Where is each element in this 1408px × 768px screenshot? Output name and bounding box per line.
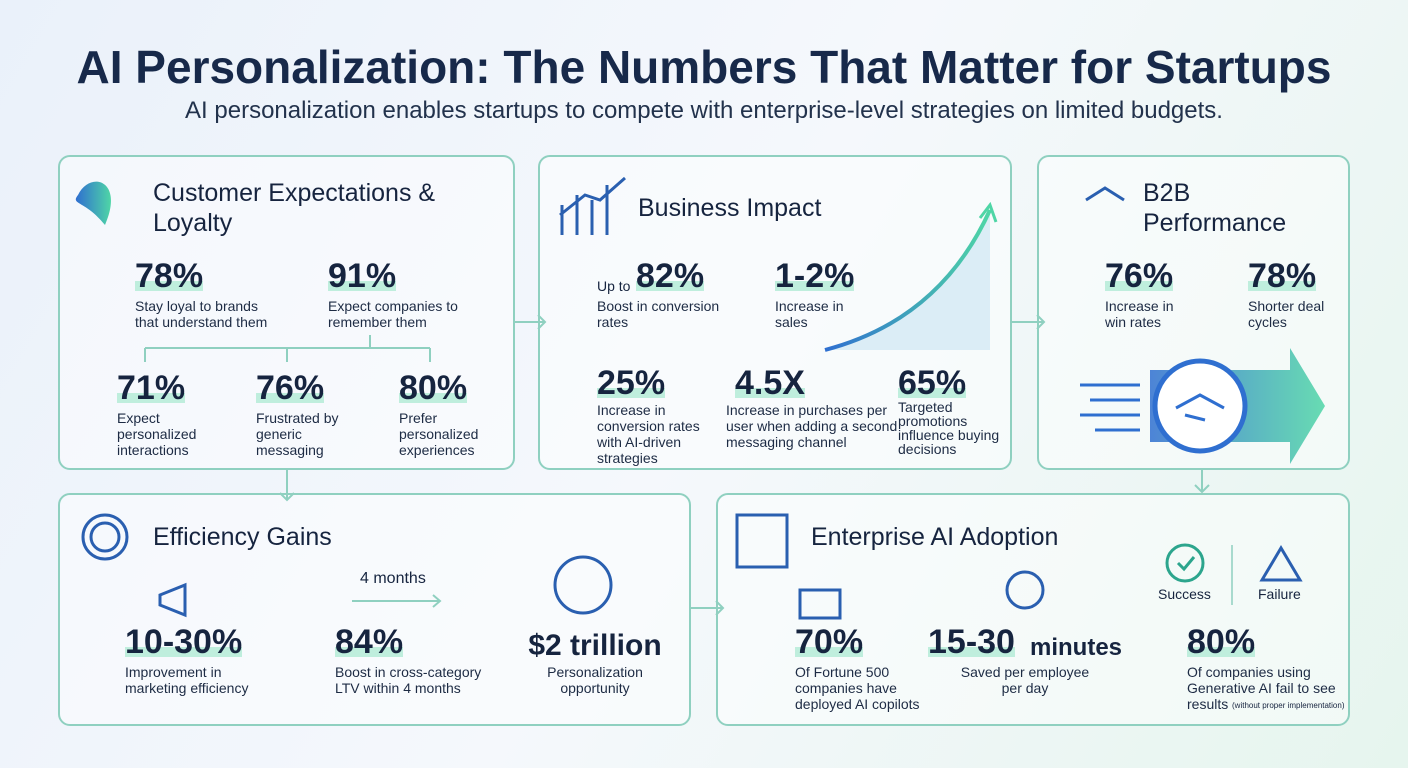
stat-value: 76% xyxy=(256,368,325,408)
stat-unit: minutes xyxy=(1030,634,1123,661)
stat-value: 78% xyxy=(135,256,204,296)
stat-value: 78% xyxy=(1248,256,1317,296)
stat-value: 25% xyxy=(597,363,666,403)
title: AI Personalization: The Numbers That Mat… xyxy=(76,41,1332,93)
panel-title: B2B Performance xyxy=(1143,179,1287,237)
stat-text: Increase in sales xyxy=(775,298,844,330)
stat-value: 80% xyxy=(399,368,468,408)
stat-value: 10-30% xyxy=(125,622,243,662)
stat-text: Shorter deal cycles xyxy=(1248,298,1325,330)
panel-title: Efficiency Gains xyxy=(153,523,332,551)
stat-text: Prefer personalized experiences xyxy=(399,410,479,458)
stat-text: Saved per employee per day xyxy=(960,664,1090,696)
stat-value: 82% xyxy=(636,256,705,296)
stat-text: Of companies using Generative AI fail to… xyxy=(1187,664,1336,712)
stat-note: (without proper implementation) xyxy=(1232,701,1345,710)
stat-value: 1-2% xyxy=(775,256,855,296)
stat-value: 15-30 xyxy=(928,622,1015,662)
stat-text: Increase in purchases per user when addi… xyxy=(726,402,898,450)
subtitle: AI personalization enables startups to c… xyxy=(185,97,1223,124)
stat-text: Expect personalized interactions xyxy=(117,410,197,458)
stat-text: Frustrated by generic messaging xyxy=(256,410,339,458)
stat-text: Increase in win rates xyxy=(1105,298,1174,330)
panel-title: Business Impact xyxy=(638,194,822,222)
stat-text: Boost in cross-category LTV within 4 mon… xyxy=(335,664,482,696)
stat-text: Improvement in marketing efficiency xyxy=(125,664,249,696)
timeline-label: 4 months xyxy=(360,570,426,587)
stat-text: Targeted promotions influence buying dec… xyxy=(898,399,1000,457)
panel xyxy=(58,155,515,470)
panel xyxy=(58,493,691,726)
stat-text: Boost in conversion rates xyxy=(597,298,720,330)
stat-value: 65% xyxy=(898,363,967,403)
stat-text: Of Fortune 500 companies have deployed A… xyxy=(795,664,920,712)
stat-value: 70% xyxy=(795,622,864,662)
stat-value: 80% xyxy=(1187,622,1256,662)
stat-prefix: Up to xyxy=(597,278,631,294)
stat-value: 76% xyxy=(1105,256,1174,296)
panel-title: Customer Expectations & Loyalty xyxy=(153,179,436,237)
panel-title: Enterprise AI Adoption xyxy=(811,523,1059,551)
stat-text: Increase in conversion rates with AI-dri… xyxy=(597,402,700,466)
stat-text: Personalization opportunity xyxy=(547,664,643,696)
panel xyxy=(716,493,1350,726)
legend-item: Success xyxy=(1158,586,1211,602)
stat-value: 84% xyxy=(335,622,404,662)
stat-text: Expect companies to remember them xyxy=(328,298,458,330)
stat-value: 71% xyxy=(117,368,186,408)
stat-value: 91% xyxy=(328,256,397,296)
stat-value: $2 trillion xyxy=(528,629,662,662)
stat-text: Stay loyal to brands that understand the… xyxy=(135,298,268,330)
legend-item: Failure xyxy=(1258,586,1301,602)
stat-value: 4.5X xyxy=(735,363,805,403)
